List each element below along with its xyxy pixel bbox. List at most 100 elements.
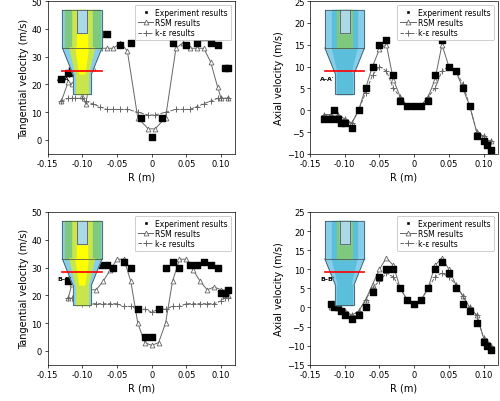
RSM results — [356, 109, 362, 113]
RSM results — [222, 293, 228, 298]
Experiment results — [472, 320, 480, 326]
RSM results — [180, 41, 186, 46]
RSM results — [187, 47, 193, 52]
RSM results — [204, 288, 210, 292]
Experiment results — [168, 259, 176, 265]
X-axis label: R (m): R (m) — [390, 382, 417, 392]
k-ε results — [121, 304, 127, 309]
k-ε results — [404, 298, 410, 302]
RSM results — [332, 305, 338, 310]
Experiment results — [220, 65, 228, 72]
RSM results — [156, 340, 162, 345]
k-ε results — [376, 279, 382, 284]
RSM results — [356, 309, 362, 314]
Line: k-ε results: k-ε results — [321, 65, 494, 144]
RSM results — [145, 127, 151, 132]
Y-axis label: Axial velocity (m/s): Axial velocity (m/s) — [274, 32, 284, 125]
RSM results — [82, 102, 88, 107]
RSM results — [439, 256, 445, 261]
Experiment results — [158, 115, 166, 122]
k-ε results — [190, 302, 196, 306]
k-ε results — [214, 97, 220, 101]
RSM results — [376, 267, 382, 272]
k-ε results — [335, 305, 341, 310]
Experiment results — [75, 68, 83, 75]
Experiment results — [206, 41, 214, 47]
Experiment results — [445, 64, 453, 71]
Experiment results — [431, 266, 439, 273]
RSM results — [335, 113, 341, 117]
Experiment results — [480, 339, 488, 345]
RSM results — [135, 116, 141, 121]
Experiment results — [120, 259, 128, 265]
Experiment results — [483, 143, 491, 149]
RSM results — [466, 305, 472, 310]
RSM results — [79, 94, 85, 99]
k-ε results — [362, 91, 368, 96]
RSM results — [72, 279, 78, 284]
k-ε results — [432, 275, 438, 279]
k-ε results — [418, 298, 424, 302]
RSM results — [460, 294, 466, 299]
RSM results — [128, 279, 134, 284]
Experiment results — [368, 64, 376, 71]
RSM results — [96, 47, 102, 52]
Experiment results — [466, 308, 473, 315]
X-axis label: R (m): R (m) — [128, 172, 155, 182]
Line: RSM results: RSM results — [66, 257, 230, 348]
RSM results — [348, 313, 354, 318]
RSM results — [72, 85, 78, 90]
RSM results — [342, 309, 347, 314]
k-ε results — [128, 304, 134, 309]
RSM results — [135, 321, 141, 326]
k-ε results — [222, 296, 228, 301]
Experiment results — [368, 289, 376, 296]
RSM results — [124, 49, 130, 54]
Experiment results — [137, 115, 145, 122]
k-ε results — [82, 99, 88, 104]
Experiment results — [96, 32, 104, 38]
Experiment results — [148, 135, 156, 141]
k-ε results — [69, 296, 75, 301]
k-ε results — [390, 275, 396, 279]
Experiment results — [452, 286, 460, 292]
Experiment results — [396, 99, 404, 105]
k-ε results — [418, 104, 424, 109]
RSM results — [208, 61, 214, 65]
Experiment results — [127, 41, 135, 47]
Experiment results — [224, 65, 232, 72]
Experiment results — [68, 273, 76, 279]
k-ε results — [398, 286, 404, 291]
k-ε results — [321, 113, 327, 117]
Experiment results — [348, 316, 356, 322]
k-ε results — [453, 69, 459, 74]
RSM results — [425, 286, 431, 291]
k-ε results — [342, 117, 347, 122]
k-ε results — [488, 139, 494, 144]
Experiment results — [390, 73, 398, 79]
k-ε results — [170, 304, 175, 309]
k-ε results — [90, 102, 96, 107]
Legend: Experiment results, RSM results, k-ε results: Experiment results, RSM results, k-ε res… — [398, 216, 494, 251]
k-ε results — [135, 111, 141, 115]
RSM results — [69, 282, 75, 287]
RSM results — [100, 279, 106, 284]
RSM results — [335, 305, 341, 310]
RSM results — [211, 285, 217, 290]
Y-axis label: Tangential velocity (m/s): Tangential velocity (m/s) — [18, 229, 28, 348]
k-ε results — [404, 104, 410, 109]
k-ε results — [79, 302, 85, 306]
RSM results — [107, 268, 113, 273]
k-ε results — [148, 310, 154, 315]
k-ε results — [356, 109, 362, 113]
k-ε results — [370, 74, 376, 79]
k-ε results — [162, 307, 168, 312]
RSM results — [425, 95, 431, 100]
k-ε results — [439, 271, 445, 276]
Experiment results — [424, 99, 432, 105]
Experiment results — [193, 41, 201, 47]
Experiment results — [127, 265, 135, 271]
Experiment results — [472, 134, 480, 140]
k-ε results — [72, 97, 78, 101]
Legend: Experiment results, RSM results, k-ε results: Experiment results, RSM results, k-ε res… — [398, 6, 494, 41]
